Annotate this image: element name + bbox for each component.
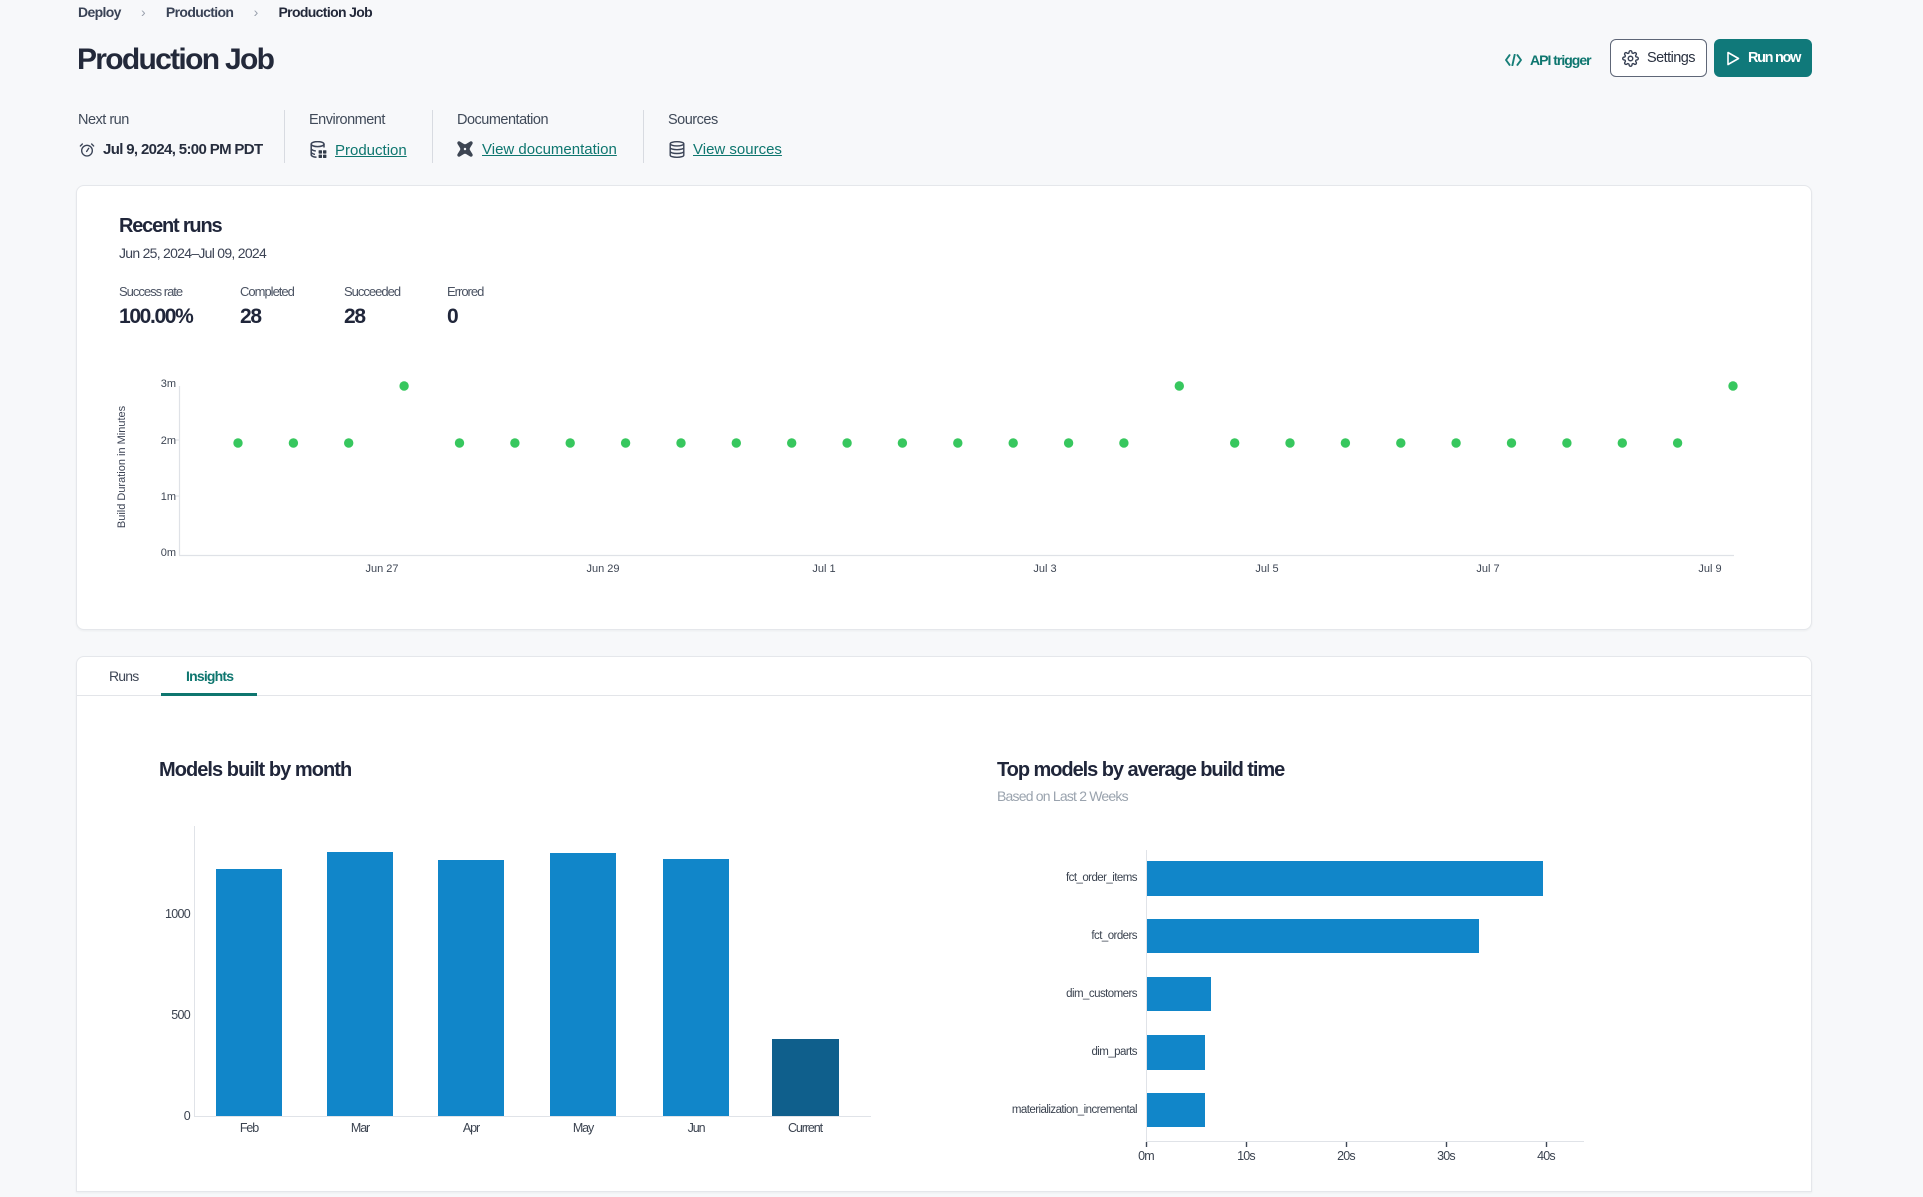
svg-text:fct_order_items: fct_order_items	[1066, 872, 1138, 884]
svg-text:Jun 27: Jun 27	[365, 563, 398, 575]
svg-text:500: 500	[171, 1008, 191, 1022]
svg-text:0m: 0m	[1138, 1149, 1154, 1163]
svg-text:Jul 9: Jul 9	[1698, 563, 1721, 575]
svg-text:0m: 0m	[161, 547, 176, 559]
svg-text:Current: Current	[788, 1121, 824, 1135]
svg-text:dim_customers: dim_customers	[1066, 988, 1138, 1000]
svg-text:Jun: Jun	[688, 1121, 706, 1135]
svg-text:Jul 3: Jul 3	[1033, 563, 1056, 575]
svg-text:fct_orders: fct_orders	[1091, 930, 1137, 942]
svg-text:materialization_incremental: materialization_incremental	[1012, 1104, 1137, 1116]
svg-text:Jul 1: Jul 1	[812, 563, 835, 575]
svg-text:30s: 30s	[1437, 1149, 1455, 1163]
svg-text:Jul 5: Jul 5	[1255, 563, 1278, 575]
svg-text:20s: 20s	[1337, 1149, 1355, 1163]
svg-text:2m: 2m	[161, 435, 176, 447]
svg-text:Mar: Mar	[351, 1121, 370, 1135]
svg-text:3m: 3m	[161, 378, 176, 390]
svg-text:Apr: Apr	[463, 1121, 480, 1135]
svg-text:10s: 10s	[1237, 1149, 1255, 1163]
svg-text:Jul 7: Jul 7	[1476, 563, 1499, 575]
svg-text:Jun 29: Jun 29	[586, 563, 619, 575]
svg-text:40s: 40s	[1537, 1149, 1555, 1163]
svg-text:1000: 1000	[165, 907, 191, 921]
svg-text:1m: 1m	[161, 491, 176, 503]
svg-text:May: May	[573, 1121, 595, 1135]
svg-text:dim_parts: dim_parts	[1091, 1046, 1137, 1058]
svg-text:0: 0	[184, 1109, 191, 1123]
svg-text:Feb: Feb	[240, 1121, 259, 1135]
svg-text:Build Duration in Minutes: Build Duration in Minutes	[116, 405, 128, 528]
